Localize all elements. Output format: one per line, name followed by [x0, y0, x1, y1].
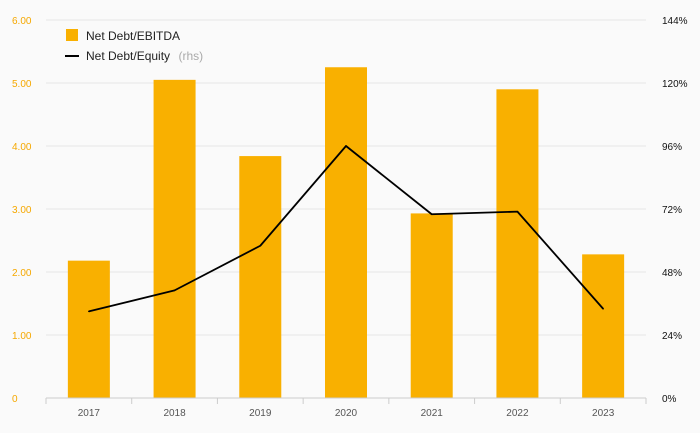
bar	[67, 260, 110, 398]
y-right-tick-label: 72%	[662, 205, 682, 216]
bar	[325, 67, 367, 398]
legend: Net Debt/EBITDA Net Debt/Equity (rhs)	[65, 29, 203, 64]
y-left-tick-label: 5.00	[12, 79, 32, 90]
x-tick-label: 2023	[592, 408, 615, 419]
y-left-tick-label: 6.00	[12, 16, 32, 27]
y-left-tick-label: 3.00	[12, 205, 32, 216]
x-tick-label: 2017	[78, 408, 101, 419]
line-point	[602, 307, 604, 310]
y-right-tick-label: 48%	[662, 268, 682, 279]
bar	[410, 213, 453, 398]
bars	[67, 67, 625, 399]
y-left-tick-label: 1.00	[12, 331, 32, 342]
y-axis-right: 0% 24% 48% 72% 96% 120% 144%	[662, 16, 688, 405]
line-point	[516, 210, 519, 213]
y-right-tick-label: 24%	[662, 331, 682, 342]
bar	[582, 254, 625, 398]
y-left-tick-label: 4.00	[12, 142, 32, 153]
legend-line-label: Net Debt/Equity	[86, 49, 170, 63]
x-tick-label: 2021	[421, 408, 444, 419]
x-tick-label: 2020	[335, 408, 358, 419]
line-point	[345, 145, 347, 147]
legend-line-note: (rhs)	[179, 49, 204, 63]
y-left-tick-label: 2.00	[12, 268, 32, 279]
bar	[496, 89, 539, 399]
series-line	[88, 145, 604, 313]
y-right-tick-label: 120%	[662, 79, 688, 90]
x-tick-label: 2018	[163, 408, 186, 419]
x-axis: 2017 2018 2019 2020 2021 2022 2023	[45, 397, 647, 419]
legend-bar-swatch	[66, 29, 78, 41]
line-point	[173, 289, 176, 292]
y-left-tick-label: 0	[12, 394, 18, 405]
line-point	[259, 244, 262, 247]
legend-line-text: Net Debt/Equity (rhs)	[86, 47, 203, 64]
line-point	[88, 310, 90, 313]
line-point	[430, 213, 433, 216]
legend-bar-label: Net Debt/EBITDA	[86, 29, 180, 43]
y-right-tick-label: 144%	[662, 16, 688, 27]
x-tick-label: 2019	[249, 408, 272, 419]
y-axis-left: 0 1.00 2.00 3.00 4.00 5.00 6.00	[12, 16, 32, 405]
bar	[239, 156, 282, 398]
bar	[153, 79, 196, 398]
x-tick-label: 2022	[506, 408, 529, 419]
y-right-tick-label: 0%	[662, 394, 677, 405]
y-right-tick-label: 96%	[662, 142, 682, 153]
